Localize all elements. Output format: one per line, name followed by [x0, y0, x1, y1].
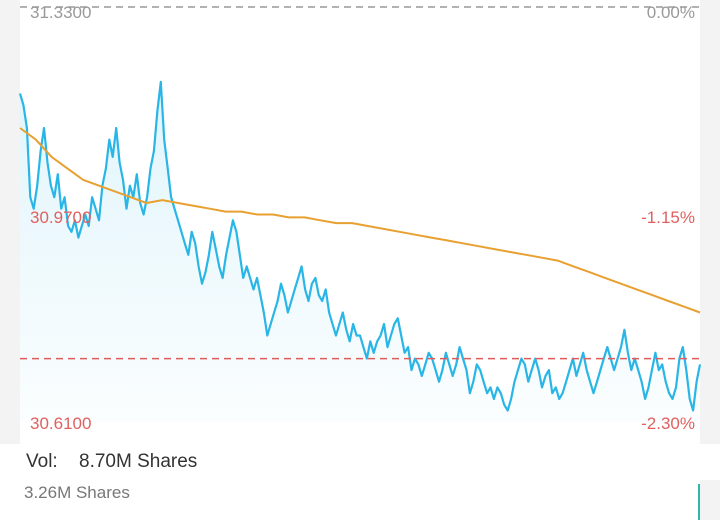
right-edge-panel — [700, 0, 720, 520]
y-right-tick-bottom: -2.30% — [641, 414, 695, 433]
y-left-tick-bottom: 30.6100 — [30, 414, 91, 433]
y-left-tick-top: 31.3300 — [30, 3, 91, 22]
y-left-tick-mid: 30.9700 — [30, 208, 91, 227]
volume-label: Vol: — [26, 451, 58, 472]
volume-bar — [698, 484, 700, 520]
volume-max-label: 3.26M Shares — [24, 483, 130, 502]
y-right-tick-mid: -1.15% — [641, 208, 695, 227]
left-edge-panel — [0, 0, 20, 444]
volume-panel — [20, 480, 700, 520]
y-right-tick-top: 0.00% — [647, 3, 695, 22]
volume-summary-bar — [0, 444, 720, 480]
intraday-price-chart: 31.3300 30.9700 30.6100 0.00% -1.15% -2.… — [18, 3, 702, 433]
price-area-fill — [20, 81, 700, 423]
volume-value: 8.70M Shares — [79, 451, 198, 472]
average-line — [19, 127, 701, 314]
chart-marks — [18, 80, 702, 423]
